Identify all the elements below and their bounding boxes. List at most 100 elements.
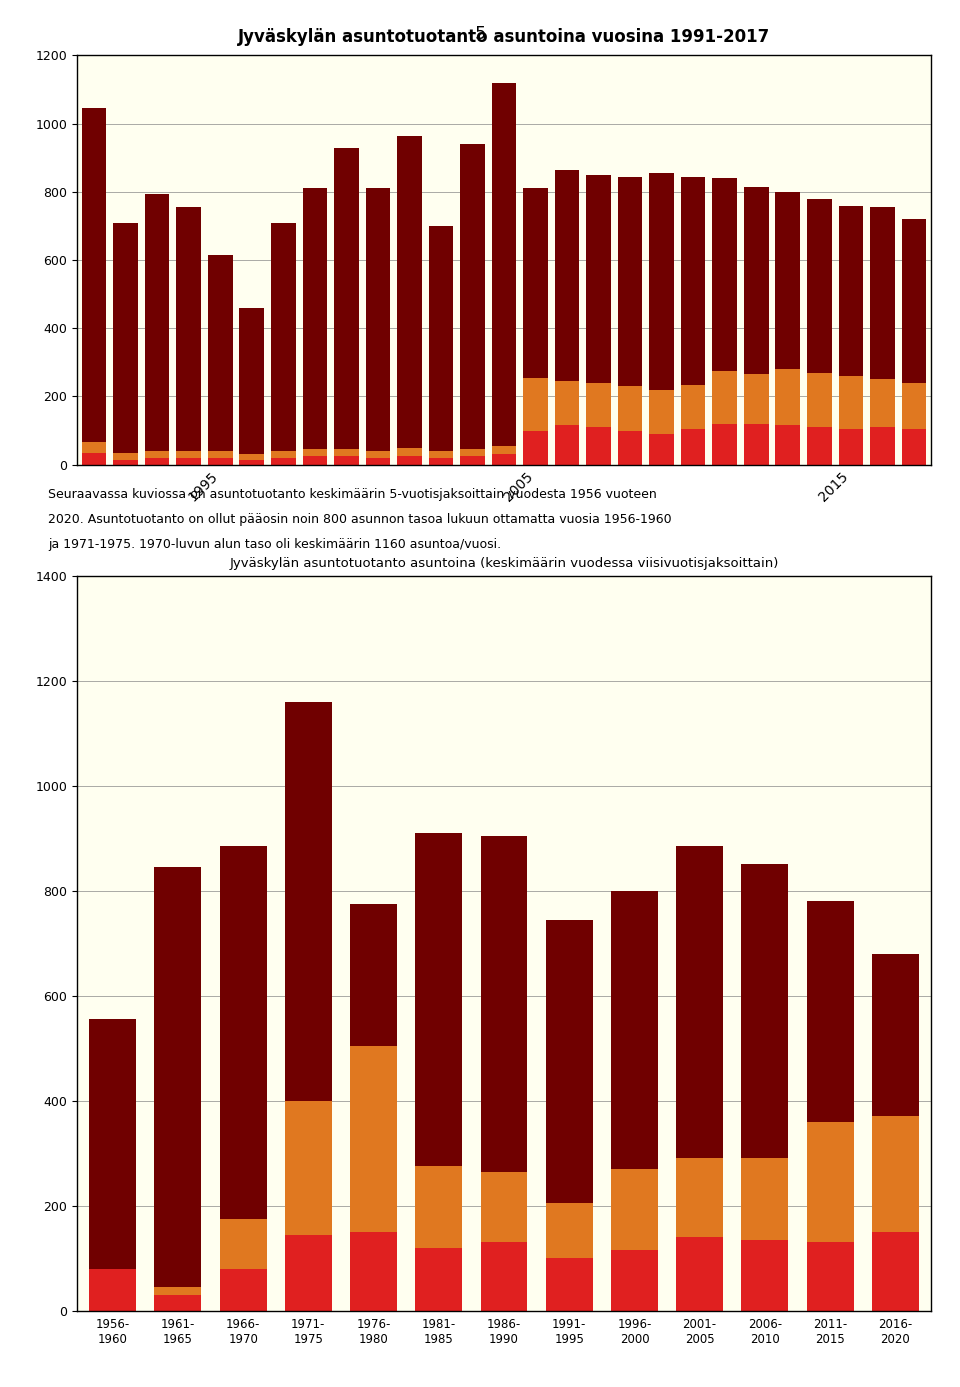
Bar <box>145 458 170 465</box>
Bar <box>155 1287 202 1295</box>
Bar <box>611 1169 658 1250</box>
Bar <box>239 455 264 459</box>
Bar <box>460 144 485 449</box>
Bar <box>416 1166 463 1248</box>
Bar <box>741 1240 788 1311</box>
Text: Seuraavassa kuviossa on asuntotuotanto keskimäärin 5-vuotisjaksoittain vuodesta : Seuraavassa kuviossa on asuntotuotanto k… <box>48 488 657 501</box>
Bar <box>397 136 421 448</box>
Bar <box>587 427 611 465</box>
Bar <box>649 390 674 434</box>
Bar <box>155 1295 202 1311</box>
Bar <box>481 1243 527 1311</box>
Bar <box>649 434 674 465</box>
Bar <box>901 383 926 429</box>
Bar <box>776 426 800 465</box>
Bar <box>492 83 516 445</box>
Bar <box>220 846 267 1219</box>
Bar <box>302 449 327 456</box>
Bar <box>545 1258 592 1311</box>
Bar <box>523 430 548 465</box>
Bar <box>481 835 527 1172</box>
Bar <box>239 459 264 465</box>
Bar <box>113 452 138 459</box>
Bar <box>113 459 138 465</box>
Bar <box>545 920 592 1203</box>
Bar <box>870 380 895 427</box>
Bar <box>649 173 674 390</box>
Bar <box>334 147 359 449</box>
Bar <box>89 1269 136 1311</box>
Bar <box>82 108 107 442</box>
Bar <box>220 1269 267 1311</box>
Bar <box>416 832 463 1166</box>
Bar <box>838 205 863 376</box>
Bar <box>901 429 926 465</box>
Bar <box>744 374 769 424</box>
Bar <box>872 1232 919 1311</box>
Bar <box>807 373 831 427</box>
Bar <box>285 1234 332 1311</box>
Title: Jyväskylän asuntotuotanto asuntoina (keskimäärin vuodessa viisivuotisjaksoittain: Jyväskylän asuntotuotanto asuntoina (kes… <box>229 558 779 570</box>
Bar <box>618 430 642 465</box>
Bar <box>681 429 706 465</box>
Bar <box>366 451 390 458</box>
Bar <box>806 1243 853 1311</box>
Bar <box>429 458 453 465</box>
Bar <box>587 175 611 383</box>
Bar <box>611 890 658 1169</box>
Bar <box>429 451 453 458</box>
Bar <box>271 451 296 458</box>
Bar <box>555 426 579 465</box>
Bar <box>220 1219 267 1269</box>
Bar <box>350 1232 397 1311</box>
Bar <box>676 1237 723 1311</box>
Bar <box>744 424 769 465</box>
Bar <box>155 867 202 1287</box>
Bar <box>416 1248 463 1311</box>
Bar <box>806 902 853 1122</box>
Text: ja 1971-1975. 1970-luvun alun taso oli keskimäärin 1160 asuntoa/vuosi.: ja 1971-1975. 1970-luvun alun taso oli k… <box>48 538 501 551</box>
Bar <box>492 445 516 455</box>
Bar <box>145 194 170 451</box>
Bar <box>523 189 548 377</box>
Bar <box>350 904 397 1046</box>
Bar <box>302 189 327 449</box>
Text: 2020. Asuntotuotanto on ollut pääosin noin 800 asunnon tasoa lukuun ottamatta vu: 2020. Asuntotuotanto on ollut pääosin no… <box>48 513 672 526</box>
Bar <box>523 377 548 430</box>
Bar <box>807 427 831 465</box>
Bar <box>555 381 579 426</box>
Bar <box>460 456 485 465</box>
Bar <box>285 702 332 1101</box>
Bar <box>366 458 390 465</box>
Bar <box>776 369 800 426</box>
Bar <box>239 308 264 455</box>
Bar <box>838 376 863 429</box>
Bar <box>741 1158 788 1240</box>
Bar <box>208 458 232 465</box>
Text: 5: 5 <box>474 25 486 43</box>
Bar <box>618 386 642 430</box>
Bar <box>177 458 201 465</box>
Bar <box>806 1122 853 1243</box>
Bar <box>302 456 327 465</box>
Bar <box>611 1250 658 1311</box>
Bar <box>872 954 919 1117</box>
Bar <box>901 219 926 383</box>
Bar <box>366 189 390 451</box>
Bar <box>271 222 296 451</box>
Bar <box>870 427 895 465</box>
Bar <box>618 176 642 386</box>
Bar <box>741 864 788 1158</box>
Bar <box>744 187 769 374</box>
Bar <box>177 451 201 458</box>
Bar <box>712 424 737 465</box>
Bar <box>712 370 737 424</box>
Bar <box>285 1101 332 1234</box>
Bar <box>676 1158 723 1237</box>
Bar <box>350 1046 397 1232</box>
Bar <box>113 222 138 452</box>
Bar <box>82 452 107 465</box>
Bar <box>676 846 723 1158</box>
Bar <box>481 1172 527 1243</box>
Bar <box>870 207 895 380</box>
